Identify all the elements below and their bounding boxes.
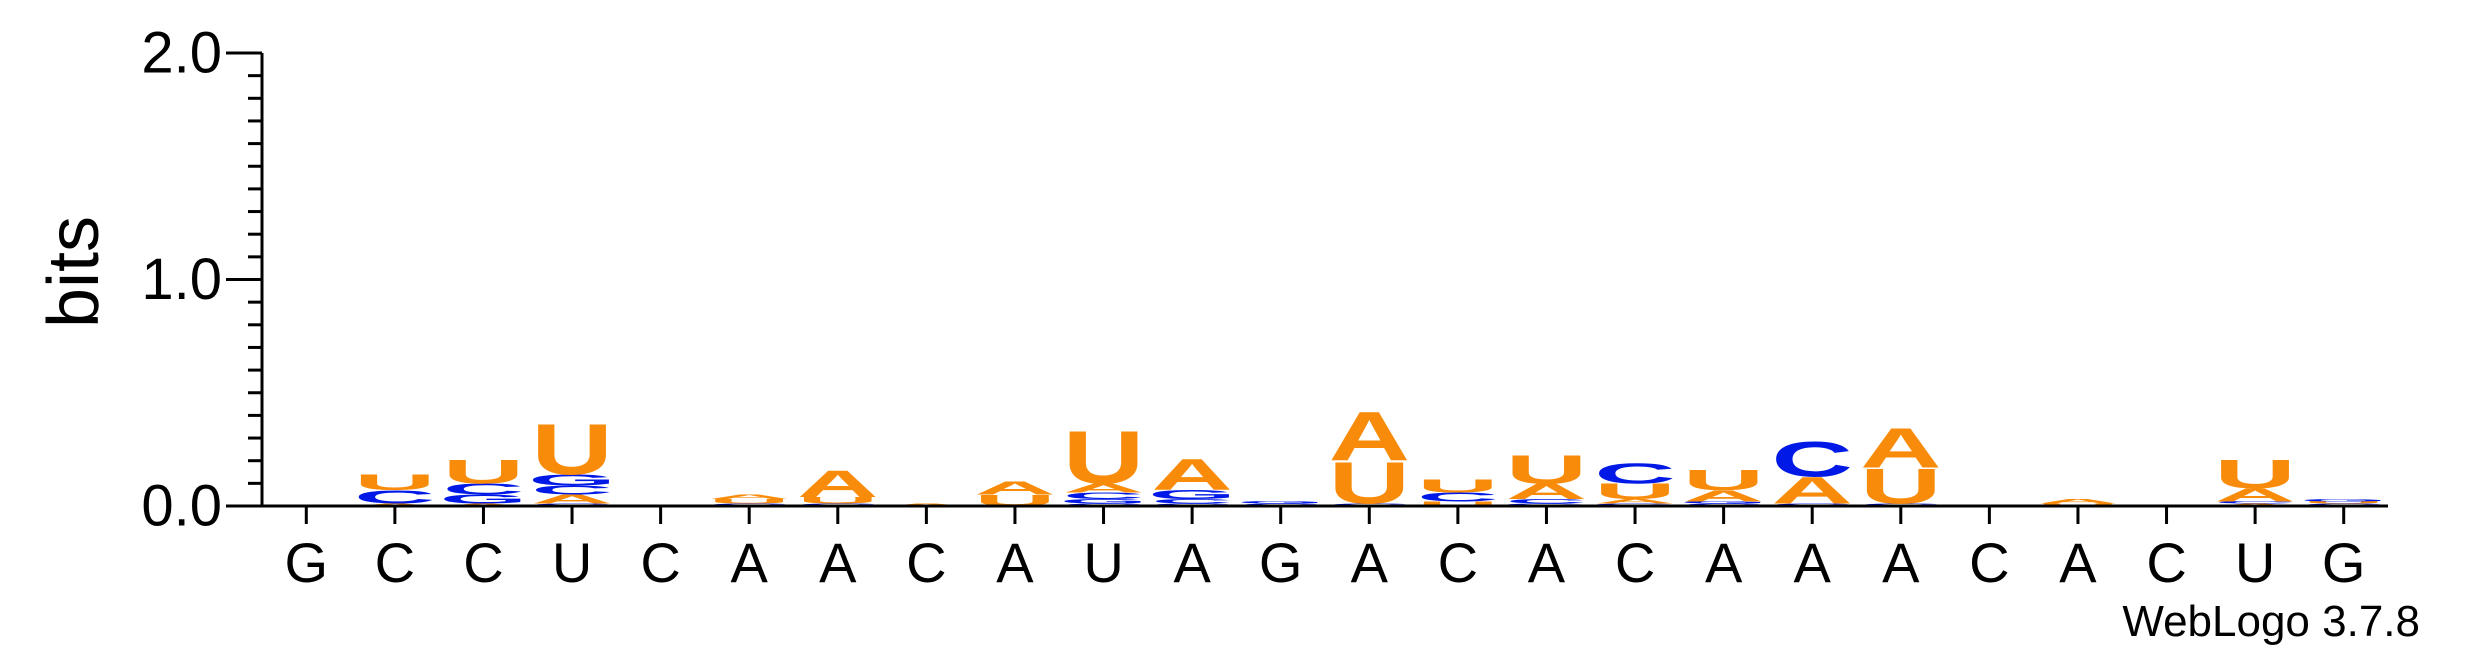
logo-letter-G: G [1680,501,1768,505]
logo-stack: ACU [354,470,435,508]
y-axis-label: bits [34,216,114,328]
logo-letter-C: C [1417,490,1498,504]
x-tick-label: U [2235,531,2275,594]
logo-stack: CACGU [528,409,616,506]
logo-letter-C: C [1151,498,1232,505]
x-tick-label: U [552,531,592,594]
x-tick-label: U [1083,531,1123,594]
logo-letter-A: A [1329,398,1410,476]
logo-stack: CUA [1860,416,1941,515]
logo-letter-U: U [797,495,878,505]
logo-letter-U: U [1417,476,1498,497]
logo-letter-C: C [1063,491,1144,501]
x-tick-label: C [1615,531,1655,594]
logo-letter-A: A [974,478,1055,499]
logo-letter-U: U [354,470,435,495]
x-tick-label: C [1438,531,1478,594]
x-tick-label: A [1794,531,1832,594]
logo-letter-A: A [1683,487,1764,505]
y-tick-label: 0.0 [141,474,222,539]
logo-letter-U: U [1594,479,1675,504]
logo-letter-G: G [1060,498,1148,505]
x-tick-label: C [2146,531,2186,594]
x-tick-label: C [463,531,503,594]
logo-letter-G: G [528,472,616,490]
logo-letter-U: U [2214,451,2295,497]
logo-letter-G: G [1148,488,1236,502]
logo-letter-A: A [531,492,612,506]
logo-letter-U: U [1417,500,1498,507]
logo-stacks: ACUAGCUCACGUCUACUAAUACGCAUCCGACGCUAUCUGC… [354,398,2387,517]
logo-letter-A: A [2037,498,2118,505]
x-tick-label: A [1173,531,1211,594]
logo-stack: CAC [1771,431,1852,512]
x-tick-label: A [1528,531,1566,594]
x-tick-label: A [1882,531,1920,594]
logo-letter-U: U [2303,501,2384,505]
x-tick-label: G [285,531,329,594]
x-tick-label: A [2059,531,2097,594]
logo-letter-G: G [2300,499,2388,503]
logo-letter-U: U [1506,446,1587,492]
logo-stack: UCU [1417,476,1498,508]
logo-stack: CCGA [1148,451,1236,507]
x-tick-label: A [731,531,769,594]
logo-letter-C: C [2214,501,2295,505]
y-axis: 0.0 1.0 2.0 [141,21,264,539]
logo-letter-C: C [1506,498,1587,505]
logo-letter-A: A [1151,451,1232,500]
x-tick-label: G [1259,531,1303,594]
x-tick-label: C [375,531,415,594]
logo-letter-G: G [440,492,528,506]
x-tick-label: A [819,531,857,594]
logo-letter-U: U [709,498,790,505]
logo-letter-C: C [1772,431,1853,487]
weblogo-credit: WebLogo 3.7.8 [2122,597,2420,646]
logo-letter-A: A [1860,416,1941,479]
x-tick-label: A [1351,531,1389,594]
logo-letter-U: U [443,452,524,491]
logo-stack: AGCU [440,452,528,506]
logo-letter-A: A [1594,498,1675,505]
logo-letter-U: U [1063,416,1144,500]
x-tick-label: A [1705,531,1743,594]
y-tick-label: 2.0 [141,21,222,86]
logo-letter-C: C [531,483,612,497]
x-tick-label: C [640,531,680,594]
logo-stack: CUA [1329,398,1410,517]
logo-letter-U: U [1683,465,1764,496]
logo-letter-A: A [709,494,790,501]
logo-stack: CUA [797,463,878,507]
x-tick-label: C [1969,531,2009,594]
logo-letter-C: C [443,481,524,499]
logo-stack: CGCAU [1060,416,1148,507]
y-tick-label: 1.0 [141,247,222,312]
logo-letter-G: G [1237,501,1325,505]
logo-letter-C: C [354,487,435,508]
logo-letter-A: A [2214,485,2295,506]
logo-letter-C: C [1594,458,1675,489]
x-tick-label: G [2322,531,2366,594]
logo-letter-A: A [1063,481,1144,495]
logo-letter-A: A [1506,479,1587,504]
x-tick-label: A [996,531,1034,594]
logo-letter-A: A [797,463,878,505]
x-tick-label: C [906,531,946,594]
logo-letter-U: U [531,409,612,490]
logo-stack: GAUC [1591,458,1679,506]
